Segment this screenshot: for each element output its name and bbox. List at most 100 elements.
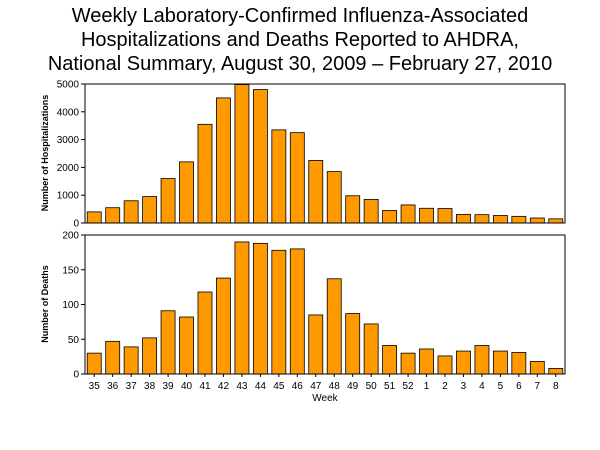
hospitalizations-bar-week-6 [511,215,527,224]
hospitalizations-y-tick-label: 0 [73,219,79,230]
deaths-bar-week-3 [456,350,471,375]
hospitalizations-bar-week-47 [308,160,324,224]
hospitalizations-bar-week-49 [345,195,361,224]
deaths-y-tick-label: 50 [68,335,80,346]
x-tick-label-week-39: 39 [163,381,175,392]
hospitalizations-y-tick-label: 5000 [57,80,80,91]
chart-title-line-2: Hospitalizations and Deaths Reported to … [80,29,519,51]
deaths-y-tick-label: 0 [73,370,79,381]
deaths-bar-week-46 [289,248,305,375]
hospitalizations-bar-week-4 [474,214,490,224]
hospitalizations-y-tick-label: 3000 [57,135,80,146]
x-tick-label-week-36: 36 [107,381,119,392]
x-tick-label-week-51: 51 [384,381,396,392]
x-axis-title: Week [312,393,338,404]
hospitalizations-bar-week-51 [382,210,398,224]
x-tick-label-week-48: 48 [329,381,341,392]
x-tick-label-week-41: 41 [199,381,211,392]
hospitalizations-bar-week-8 [548,218,564,224]
chart-title-line-3: National Summary, August 30, 2009 – Febr… [47,53,553,75]
deaths-bar-week-2 [437,355,453,375]
hospitalizations-bar-week-2 [437,208,453,224]
x-tick-label-week-45: 45 [273,381,285,392]
hospitalizations-y-tick-label: 2000 [57,163,80,174]
hospitalizations-bar-week-50 [363,198,379,224]
chart-title: Weekly Laboratory-Confirmed Influenza-As… [0,4,600,76]
deaths-y-tick-label: 200 [62,231,79,242]
hospitalizations-bar-week-3 [456,213,471,224]
hospitalizations-bar-week-39 [160,178,176,224]
hospitalizations-bar-week-5 [492,215,508,224]
deaths-bar-week-7 [529,361,545,375]
x-tick-label-week-50: 50 [366,381,378,392]
x-tick-label-week-43: 43 [236,381,248,392]
hospitalizations-plot-frame [84,83,566,224]
hospitalizations-bar-week-52 [400,204,416,224]
x-tick-label-week-3: 3 [461,381,467,392]
deaths-bar-week-38 [142,337,158,375]
deaths-bar-week-47 [308,314,324,375]
deaths-bar-week-37 [123,346,139,375]
deaths-bar-week-45 [271,249,287,375]
x-tick-label-week-6: 6 [516,381,522,392]
hospitalizations-bar-week-45 [271,129,287,224]
deaths-bar-week-44 [252,242,268,375]
deaths-bar-week-5 [492,350,508,375]
hospitalizations-bar-week-41 [197,123,213,224]
x-tick-label-week-2: 2 [442,381,448,392]
deaths-bar-week-42 [216,277,231,375]
hospitalizations-y-tick-label: 1000 [57,191,80,202]
hospitalizations-bar-week-7 [529,217,545,224]
x-tick-label-week-40: 40 [181,381,193,392]
x-tick-label-week-37: 37 [126,381,138,392]
hospitalizations-bar-week-1 [419,207,434,224]
x-tick-label-week-8: 8 [553,381,559,392]
x-tick-label-week-5: 5 [498,381,504,392]
hospitalizations-bar-week-35 [86,211,102,224]
deaths-bar-week-49 [345,313,361,375]
deaths-y-tick-label: 150 [62,265,79,276]
deaths-bar-week-8 [548,368,564,375]
x-tick-label-week-38: 38 [144,381,156,392]
x-tick-label-week-42: 42 [218,381,230,392]
x-tick-label-week-44: 44 [255,381,267,392]
hospitalizations-panel: 0 1000 2000 3000 4000 5000 Number of Hospitali… [40,80,566,230]
x-tick-label-week-1: 1 [424,381,430,392]
x-tick-label-week-52: 52 [403,381,415,392]
deaths-y-axis-title: Number of Deaths [40,265,50,343]
hospitalizations-bar-week-36 [105,207,121,224]
x-tick-label-week-35: 35 [89,381,101,392]
deaths-bar-week-35 [86,352,102,375]
x-tick-label-week-49: 49 [347,381,359,392]
x-tick-label-week-7: 7 [535,381,541,392]
hospitalizations-bar-week-40 [179,161,194,224]
deaths-bar-week-43 [234,241,250,375]
x-tick-label-week-47: 47 [310,381,322,392]
deaths-bar-week-41 [197,291,213,375]
chart-title-line-1: Weekly Laboratory-Confirmed Influenza-As… [71,5,529,27]
deaths-bar-week-4 [474,345,490,375]
hospitalizations-bar-week-37 [123,200,139,224]
hospitalizations-bar-week-38 [142,196,158,224]
deaths-bar-week-1 [419,348,434,375]
hospitalizations-bar-week-48 [326,171,342,224]
x-tick-label-week-4: 4 [479,381,485,392]
hospitalizations-bar-week-46 [289,132,305,224]
deaths-y-tick-label: 100 [62,300,79,311]
deaths-bar-week-40 [179,316,194,375]
deaths-bar-week-52 [400,352,416,375]
deaths-bar-week-48 [326,278,342,375]
deaths-bar-week-36 [105,340,121,375]
hospitalizations-bar-week-44 [252,89,268,224]
hospitalizations-bar-week-42 [216,97,231,224]
x-tick-label-week-46: 46 [292,381,304,392]
deaths-bar-week-51 [382,345,398,375]
deaths-bar-week-39 [160,310,176,375]
hospitalizations-bar-week-43 [234,84,250,224]
deaths-bar-week-50 [363,323,379,375]
hospitalizations-y-axis-title: Number of Hospitalizations [40,95,50,212]
deaths-bar-week-6 [511,352,527,375]
hospitalizations-y-tick-label: 4000 [57,107,80,118]
